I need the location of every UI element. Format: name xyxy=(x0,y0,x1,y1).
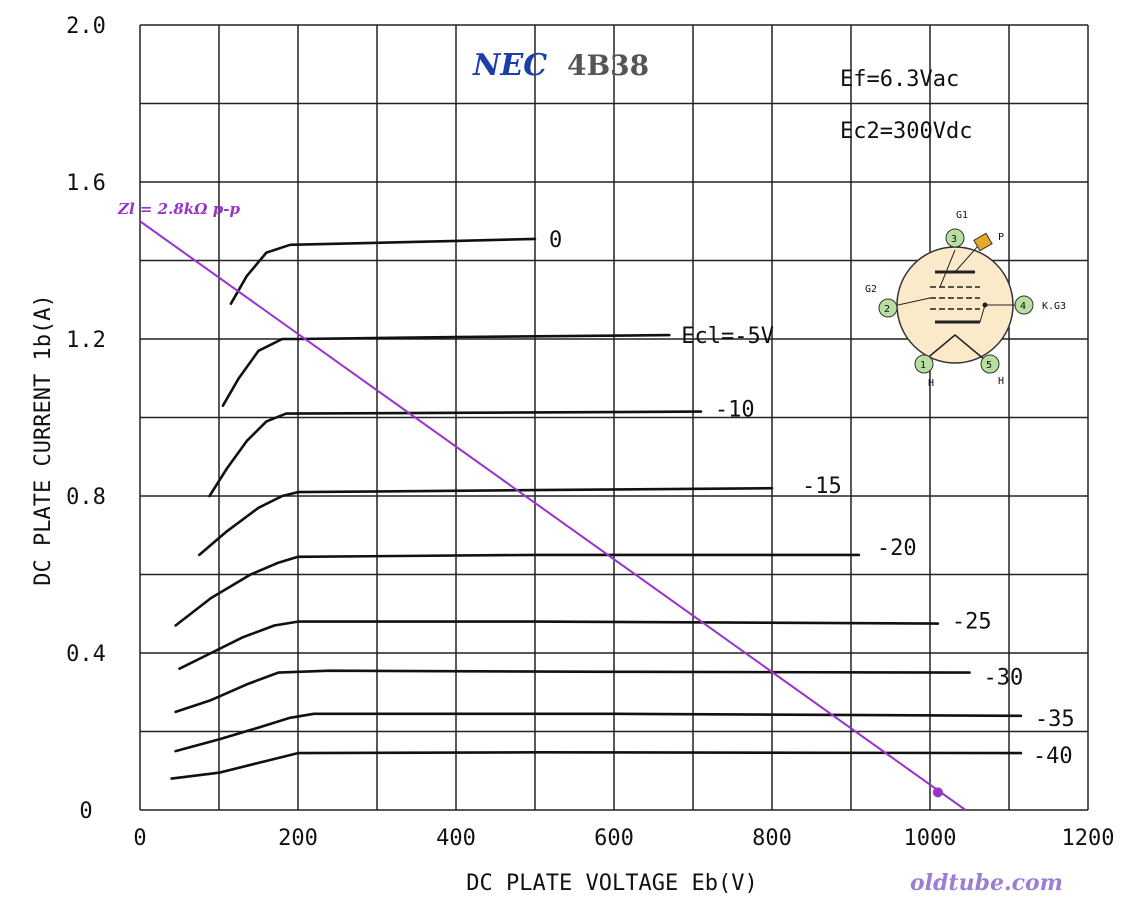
y-tick-label: 0.4 xyxy=(66,642,106,667)
x-tick-label: 800 xyxy=(752,826,792,851)
y-tick-label: 1.6 xyxy=(66,171,106,196)
pin-3-icon xyxy=(945,228,965,248)
plate-curve xyxy=(170,750,1023,780)
curve-label: -40 xyxy=(1033,744,1073,769)
x-tick-label: 1000 xyxy=(904,826,957,851)
pin-1-icon xyxy=(914,354,934,374)
pin-p-label: P xyxy=(998,232,1004,243)
curve-label: -35 xyxy=(1035,707,1075,732)
load-line-marker xyxy=(932,787,943,798)
pin-2-icon xyxy=(878,298,898,318)
operating-conditions: Ef=6.3Vac Ec2=300Vdc xyxy=(840,67,972,144)
load-line-group: Zl = 2.8kΩ p-p xyxy=(117,200,967,811)
plate-curve xyxy=(174,712,1023,753)
curve-label: -30 xyxy=(984,666,1024,691)
x-tick-label: 1200 xyxy=(1062,826,1115,851)
load-line xyxy=(139,220,967,811)
plate-curve xyxy=(221,333,671,408)
chart-axes: 0 200 400 600 800 1000 1200 0 0.4 0.8 1.2 1.6 2.0 xyxy=(66,14,1114,851)
y-tick-label: 0 xyxy=(79,799,92,824)
tube-pinout-diagram: 3 G1 P 4 K.G3 5 H 1 H 2 G2 xyxy=(865,210,1066,389)
plate-curve xyxy=(208,410,703,498)
kg3-cathode-link xyxy=(979,304,986,323)
pin-5-h-label: H xyxy=(998,376,1004,387)
condition-ef: Ef=6.3Vac xyxy=(840,67,959,92)
pin-2-number: 2 xyxy=(884,304,890,315)
plate-curve xyxy=(229,237,537,306)
brand-label: NEC xyxy=(472,48,547,83)
chart-title: NEC 4B38 xyxy=(472,48,649,83)
model-label: 4B38 xyxy=(567,49,649,82)
pin-4-number: 4 xyxy=(1020,301,1026,312)
curve-label: -25 xyxy=(952,610,992,635)
g2-lead xyxy=(897,297,931,306)
x-tick-label: 200 xyxy=(278,826,318,851)
curve-label: Ecl=-5V xyxy=(681,324,774,349)
x-tick-label: 0 xyxy=(133,826,146,851)
y-tick-label: 1.2 xyxy=(66,328,106,353)
chart-grid xyxy=(139,24,1089,811)
y-axis-label: DC PLATE CURRENT 1b(A) xyxy=(31,294,56,585)
pin-3-number: 3 xyxy=(951,234,957,245)
load-line-label: Zl = 2.8kΩ p-p xyxy=(117,200,240,218)
pin-g2-label: G2 xyxy=(865,284,877,295)
pin-kg3-label: K.G3 xyxy=(1042,301,1066,312)
curve-label: -10 xyxy=(715,398,755,423)
pin-5-icon xyxy=(980,354,1000,374)
plate-curve xyxy=(174,553,861,627)
pin-1-h-label: H xyxy=(928,378,934,389)
plate-curve xyxy=(174,669,971,714)
pin-4-icon xyxy=(1014,295,1034,315)
x-tick-label: 400 xyxy=(436,826,476,851)
plate-curve xyxy=(198,486,774,557)
curve-label: -20 xyxy=(877,536,917,561)
pin-g1-label: G1 xyxy=(956,210,968,221)
plate-curve xyxy=(178,620,940,671)
plate-cap-icon xyxy=(973,232,993,252)
condition-ec2: Ec2=300Vdc xyxy=(840,119,972,144)
y-tick-label: 2.0 xyxy=(66,14,106,39)
x-axis-label: DC PLATE VOLTAGE Eb(V) xyxy=(466,871,757,896)
heater-filament xyxy=(924,334,986,361)
x-tick-label: 600 xyxy=(594,826,634,851)
g1-lead xyxy=(939,249,956,288)
watermark: oldtube.com xyxy=(910,870,1063,896)
curve-label: -15 xyxy=(802,474,842,499)
y-tick-label: 0.8 xyxy=(66,485,106,510)
pin-5-number: 5 xyxy=(986,360,992,371)
plate-curves: 0 Ecl=-5V -10 -15 -20 -25 -30 -35 -40 xyxy=(170,228,1075,780)
plate-lead xyxy=(954,245,979,273)
curve-label: 0 xyxy=(549,228,562,253)
pin-1-number: 1 xyxy=(920,360,926,371)
